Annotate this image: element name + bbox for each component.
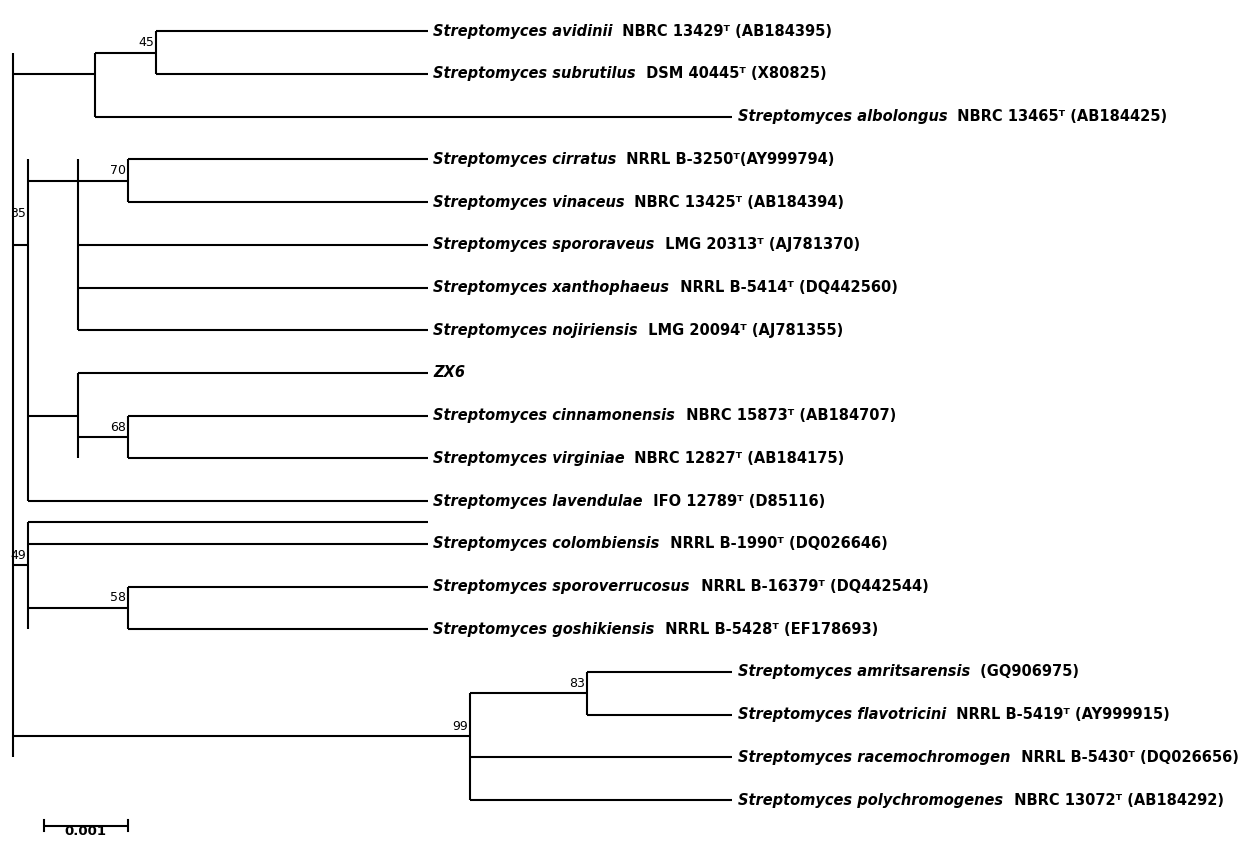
Text: NBRC 13425ᵀ (AB184394): NBRC 13425ᵀ (AB184394) — [630, 195, 844, 210]
Text: Streptomyces cinnamonensis: Streptomyces cinnamonensis — [433, 408, 675, 423]
Text: NBRC 13072ᵀ (AB184292): NBRC 13072ᵀ (AB184292) — [1009, 793, 1224, 807]
Text: 70: 70 — [110, 165, 126, 177]
Text: Streptomyces colombiensis: Streptomyces colombiensis — [433, 536, 660, 551]
Text: Streptomyces cirratus: Streptomyces cirratus — [433, 152, 616, 167]
Text: DSM 40445ᵀ (X80825): DSM 40445ᵀ (X80825) — [641, 67, 826, 81]
Text: Streptomyces sporoverrucosus: Streptomyces sporoverrucosus — [433, 579, 689, 594]
Text: Streptomyces flavotricini: Streptomyces flavotricini — [738, 707, 946, 722]
Text: 68: 68 — [110, 421, 126, 434]
Text: Streptomyces goshikiensis: Streptomyces goshikiensis — [433, 621, 655, 637]
Text: Streptomyces lavendulae: Streptomyces lavendulae — [433, 494, 642, 508]
Text: 58: 58 — [110, 591, 126, 604]
Text: Streptomyces xanthophaeus: Streptomyces xanthophaeus — [433, 280, 670, 295]
Text: NRRL B-5428ᵀ (EF178693): NRRL B-5428ᵀ (EF178693) — [660, 621, 878, 637]
Text: Streptomyces virginiae: Streptomyces virginiae — [433, 451, 625, 466]
Text: NRRL B-1990ᵀ (DQ026646): NRRL B-1990ᵀ (DQ026646) — [665, 536, 888, 551]
Text: LMG 20094ᵀ (AJ781355): LMG 20094ᵀ (AJ781355) — [642, 323, 843, 338]
Text: 0.001: 0.001 — [64, 824, 107, 837]
Text: Streptomyces albolongus: Streptomyces albolongus — [738, 109, 947, 124]
Text: NRRL B-5430ᵀ (DQ026656): NRRL B-5430ᵀ (DQ026656) — [1017, 750, 1239, 765]
Text: Streptomyces nojiriensis: Streptomyces nojiriensis — [433, 323, 637, 338]
Text: Streptomyces subrutilus: Streptomyces subrutilus — [433, 67, 636, 81]
Text: 99: 99 — [453, 720, 467, 733]
Text: IFO 12789ᵀ (D85116): IFO 12789ᵀ (D85116) — [647, 494, 825, 508]
Text: NRRL B-5419ᵀ (AY999915): NRRL B-5419ᵀ (AY999915) — [951, 707, 1169, 722]
Text: 49: 49 — [10, 548, 26, 561]
Text: Streptomyces avidinii: Streptomyces avidinii — [433, 24, 613, 39]
Text: NRRL B-3250ᵀ(AY999794): NRRL B-3250ᵀ(AY999794) — [621, 152, 835, 167]
Text: Streptomyces polychromogenes: Streptomyces polychromogenes — [738, 793, 1003, 807]
Text: 35: 35 — [10, 207, 26, 220]
Text: NBRC 13429ᵀ (AB184395): NBRC 13429ᵀ (AB184395) — [618, 24, 832, 39]
Text: NBRC 13465ᵀ (AB184425): NBRC 13465ᵀ (AB184425) — [952, 109, 1167, 124]
Text: Streptomyces racemochromogen: Streptomyces racemochromogen — [738, 750, 1011, 765]
Text: NBRC 15873ᵀ (AB184707): NBRC 15873ᵀ (AB184707) — [681, 408, 897, 423]
Text: 45: 45 — [138, 36, 154, 49]
Text: (GQ906975): (GQ906975) — [976, 664, 1079, 680]
Text: Streptomyces amritsarensis: Streptomyces amritsarensis — [738, 664, 970, 680]
Text: Streptomyces vinaceus: Streptomyces vinaceus — [433, 195, 625, 210]
Text: 83: 83 — [569, 677, 585, 690]
Text: NBRC 12827ᵀ (AB184175): NBRC 12827ᵀ (AB184175) — [630, 451, 844, 466]
Text: ZX6: ZX6 — [433, 365, 465, 381]
Text: Streptomyces spororaveus: Streptomyces spororaveus — [433, 237, 655, 252]
Text: NRRL B-16379ᵀ (DQ442544): NRRL B-16379ᵀ (DQ442544) — [696, 579, 929, 594]
Text: NRRL B-5414ᵀ (DQ442560): NRRL B-5414ᵀ (DQ442560) — [675, 280, 898, 295]
Text: LMG 20313ᵀ (AJ781370): LMG 20313ᵀ (AJ781370) — [660, 237, 859, 252]
